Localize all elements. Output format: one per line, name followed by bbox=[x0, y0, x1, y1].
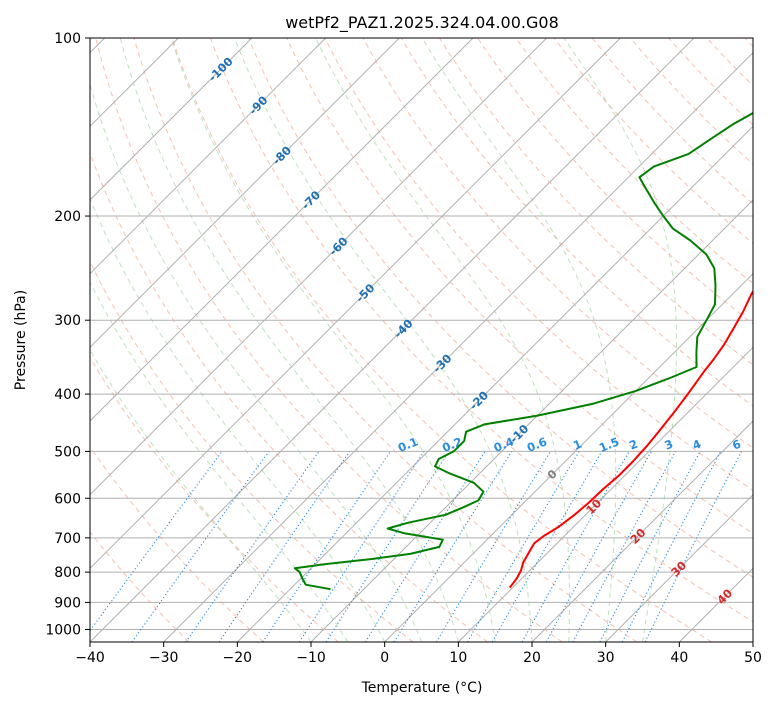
mixing-ratio-line bbox=[218, 451, 351, 642]
x-tick-label: −10 bbox=[296, 650, 326, 666]
isotherm-line bbox=[163, 51, 753, 642]
mixing-ratio-line bbox=[599, 451, 701, 642]
y-tick-label: 800 bbox=[54, 565, 81, 581]
x-tick-label: 50 bbox=[744, 650, 762, 666]
mixing-ratio-label: 8 bbox=[758, 437, 771, 453]
dry-adiabat-line bbox=[248, 38, 753, 578]
x-axis-ticks: −40 −30 −20 −10 0 10 20 30 40 50 bbox=[75, 642, 762, 666]
isotherm-line bbox=[384, 272, 753, 642]
dewpoint-profile bbox=[293, 111, 753, 591]
isotherm-line bbox=[90, 38, 327, 275]
moist-adiabat-line bbox=[90, 349, 312, 642]
x-tick-label: 40 bbox=[670, 650, 688, 666]
isotherm-line bbox=[236, 125, 753, 642]
moist-adiabats bbox=[90, 38, 677, 642]
mixing-ratio-line bbox=[644, 451, 742, 642]
y-axis-label: Pressure (hPa) bbox=[13, 290, 29, 390]
moist-adiabat-line bbox=[119, 38, 459, 642]
isotherm-line bbox=[531, 420, 753, 642]
dry-adiabat-line bbox=[171, 38, 712, 642]
y-tick-label: 100 bbox=[54, 31, 81, 47]
isotherm-line bbox=[90, 38, 474, 422]
moist-adiabat-line bbox=[234, 38, 533, 642]
x-tick-label: −40 bbox=[75, 650, 105, 666]
mixing-ratio-lines bbox=[90, 451, 742, 642]
dry-adiabat-line bbox=[477, 38, 753, 325]
x-tick-label: 0 bbox=[380, 650, 389, 666]
dry-adiabat-line bbox=[515, 38, 753, 285]
dry-adiabat-line bbox=[133, 38, 638, 642]
y-tick-label: 700 bbox=[54, 531, 81, 547]
isotherm-line bbox=[752, 641, 753, 642]
y-tick-label: 300 bbox=[54, 313, 81, 329]
plot-frame bbox=[89, 37, 754, 643]
moist-adiabat-line bbox=[421, 38, 617, 642]
mixing-ratio-line bbox=[90, 451, 223, 632]
sounding-profiles bbox=[293, 111, 753, 591]
isotherm-line bbox=[310, 199, 753, 642]
dry-adiabat-line bbox=[209, 38, 753, 623]
mixing-ratio-line bbox=[262, 451, 391, 642]
isotherm-line bbox=[457, 346, 753, 642]
mixing-ratio-line bbox=[467, 451, 580, 642]
y-tick-label: 400 bbox=[54, 387, 81, 403]
y-tick-label: 1000 bbox=[45, 622, 81, 638]
x-tick-label: 10 bbox=[449, 650, 467, 666]
dry-adiabat-line bbox=[95, 38, 563, 642]
temperature-profile bbox=[508, 289, 753, 589]
y-tick-label: 600 bbox=[54, 491, 81, 507]
moist-adiabat-line bbox=[315, 38, 570, 642]
x-axis-label: Temperature (°C) bbox=[361, 680, 483, 696]
isotherm-line bbox=[90, 38, 621, 570]
mixing-ratio-line bbox=[393, 451, 513, 642]
isobars bbox=[90, 38, 753, 630]
mixing-ratio-line bbox=[491, 451, 603, 642]
y-axis-ticks: 100 200 300 400 500 600 700 800 900 1000 bbox=[45, 31, 90, 638]
y-tick-label: 200 bbox=[54, 209, 81, 225]
mixing-ratio-line bbox=[621, 451, 722, 642]
isotherm-line bbox=[90, 38, 548, 496]
dry-adiabat-line bbox=[90, 531, 190, 642]
mixing-ratio-line bbox=[435, 451, 552, 642]
moist-adiabat-line bbox=[563, 38, 677, 642]
isotherm-line bbox=[605, 493, 753, 642]
isotherm-line bbox=[90, 38, 400, 349]
isotherm-line bbox=[90, 38, 253, 201]
isotherm-line bbox=[90, 38, 695, 642]
moist-adiabat-line bbox=[170, 38, 496, 642]
mixing-ratio-line bbox=[364, 451, 486, 642]
isotherms bbox=[90, 38, 753, 642]
chart-title: wetPf2_PAZ1.2025.324.04.00.G08 bbox=[285, 13, 559, 33]
y-tick-label: 500 bbox=[54, 444, 81, 460]
moist-adiabat-line bbox=[90, 82, 422, 642]
dry-adiabat-line bbox=[362, 38, 753, 449]
y-tick-label: 900 bbox=[54, 595, 81, 611]
x-tick-label: 20 bbox=[523, 650, 541, 666]
x-tick-label: −30 bbox=[149, 650, 179, 666]
dry-adiabat-line bbox=[90, 151, 488, 642]
x-tick-label: 30 bbox=[597, 650, 615, 666]
x-tick-label: −20 bbox=[223, 650, 253, 666]
moist-adiabat-line bbox=[90, 197, 386, 642]
background-lines bbox=[90, 38, 753, 642]
